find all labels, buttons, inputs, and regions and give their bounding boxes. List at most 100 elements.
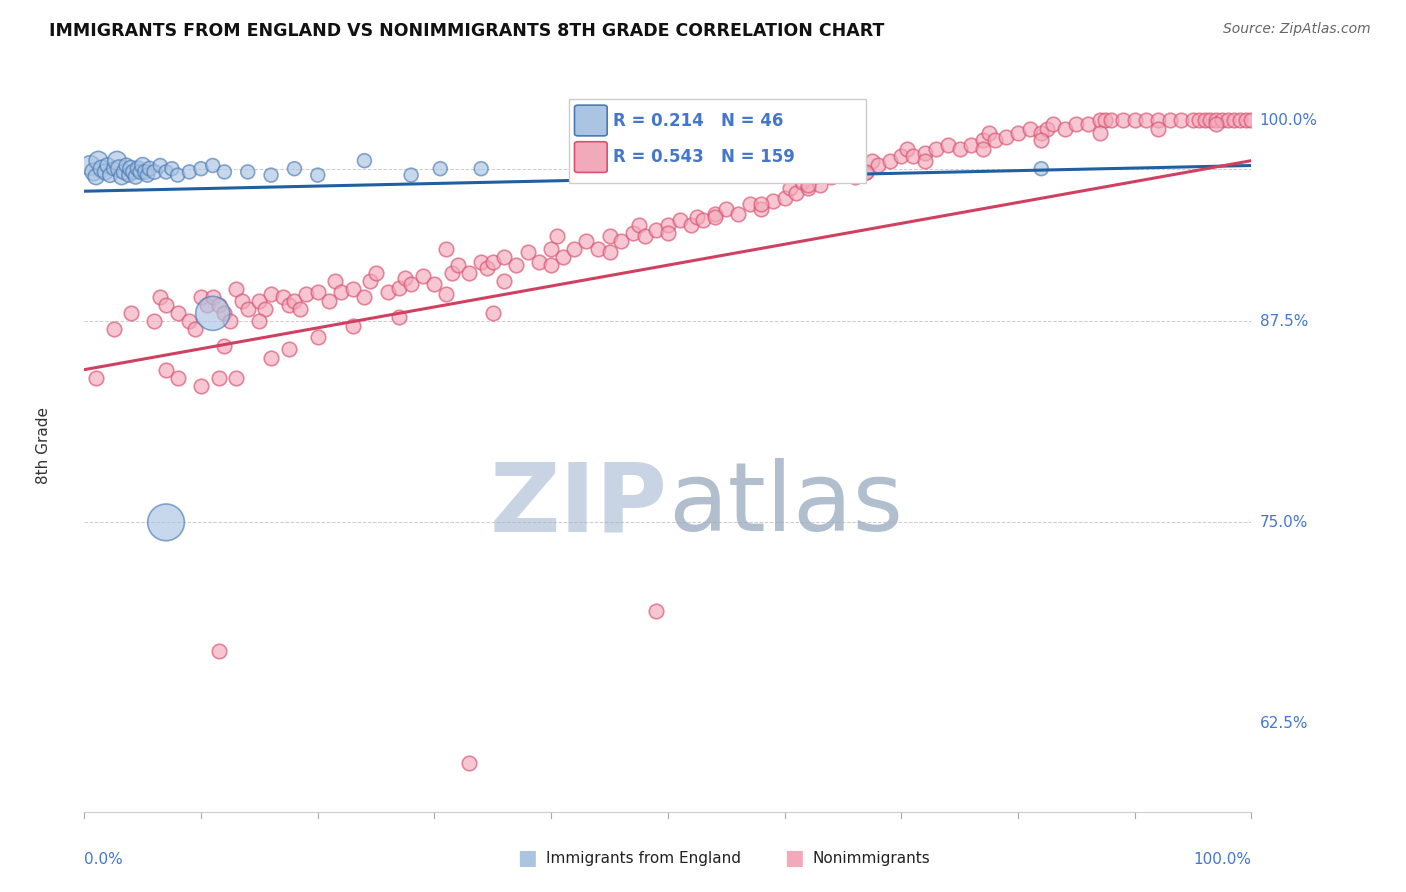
Point xyxy=(797,178,820,192)
Point xyxy=(716,202,738,216)
Point xyxy=(790,175,813,189)
Point xyxy=(475,261,498,276)
Point xyxy=(494,274,516,288)
Point xyxy=(155,298,177,312)
Point xyxy=(1077,117,1099,131)
Point xyxy=(820,169,842,184)
Point xyxy=(546,229,568,244)
Point xyxy=(890,149,912,163)
Point xyxy=(277,342,299,356)
Point xyxy=(1094,113,1116,128)
Text: 87.5%: 87.5% xyxy=(1260,314,1308,329)
Point xyxy=(901,149,924,163)
Point xyxy=(201,290,224,304)
Point xyxy=(540,258,562,272)
Point xyxy=(657,218,679,232)
Point xyxy=(79,159,101,173)
Point xyxy=(727,207,749,221)
Point xyxy=(155,362,177,376)
Point xyxy=(143,165,166,179)
Point xyxy=(290,301,312,316)
Point xyxy=(1088,113,1111,128)
Point xyxy=(190,378,212,392)
Text: 75.0%: 75.0% xyxy=(1260,515,1308,530)
Point xyxy=(551,250,574,264)
Point xyxy=(219,314,242,328)
Point xyxy=(323,274,346,288)
Point xyxy=(155,165,177,179)
Point xyxy=(184,322,207,336)
Point xyxy=(84,370,107,384)
Point xyxy=(160,161,183,176)
Point xyxy=(1199,113,1222,128)
Point xyxy=(621,226,644,240)
Point xyxy=(983,133,1005,147)
Point xyxy=(1240,113,1263,128)
Point xyxy=(366,266,388,280)
Point xyxy=(434,242,457,256)
Text: 100.0%: 100.0% xyxy=(1260,113,1317,128)
Point xyxy=(155,516,177,530)
Point xyxy=(254,301,277,316)
Point xyxy=(855,165,877,179)
Point xyxy=(470,161,492,176)
Point xyxy=(412,269,434,284)
Point xyxy=(94,165,117,179)
Point xyxy=(307,168,329,182)
Point xyxy=(105,153,128,168)
Point xyxy=(190,290,212,304)
Point xyxy=(122,165,145,179)
Point xyxy=(1216,113,1239,128)
Point xyxy=(1147,121,1170,136)
Point xyxy=(1007,126,1029,140)
Point xyxy=(949,142,972,156)
Point xyxy=(260,287,283,301)
Point xyxy=(97,159,120,173)
Point xyxy=(797,181,820,195)
Point xyxy=(995,129,1018,144)
Point xyxy=(458,266,481,280)
Point xyxy=(388,310,411,324)
Point xyxy=(540,242,562,256)
Point xyxy=(388,280,411,294)
Point xyxy=(318,293,340,308)
Point xyxy=(1234,113,1257,128)
Point xyxy=(1188,113,1211,128)
Point xyxy=(236,301,259,316)
Point xyxy=(1205,117,1227,131)
Point xyxy=(866,159,889,173)
Point xyxy=(516,245,538,260)
Point xyxy=(481,255,505,269)
Point xyxy=(1031,133,1053,147)
Point xyxy=(134,165,156,179)
Point xyxy=(1036,121,1059,136)
Text: R = 0.543   N = 159: R = 0.543 N = 159 xyxy=(613,148,794,166)
Point xyxy=(645,223,668,237)
Point xyxy=(342,282,364,296)
Point xyxy=(1018,121,1040,136)
Point xyxy=(90,161,112,176)
Point xyxy=(207,298,229,312)
Point xyxy=(749,202,772,216)
Point xyxy=(434,287,457,301)
Point xyxy=(668,213,690,227)
Point xyxy=(785,186,807,200)
Point xyxy=(342,319,364,334)
Point xyxy=(972,142,994,156)
Point xyxy=(749,197,772,211)
Point xyxy=(201,306,224,320)
Point xyxy=(353,153,375,168)
Point xyxy=(657,161,679,176)
Point xyxy=(1147,113,1170,128)
Point xyxy=(143,314,166,328)
Point xyxy=(249,293,271,308)
Point xyxy=(1042,117,1064,131)
Point xyxy=(166,306,188,320)
Point xyxy=(179,314,201,328)
Text: 100.0%: 100.0% xyxy=(1194,852,1251,867)
Text: Nonimmigrants: Nonimmigrants xyxy=(813,851,931,865)
Point xyxy=(681,218,703,232)
Point xyxy=(762,194,785,208)
Point xyxy=(115,159,138,173)
Point xyxy=(1031,161,1053,176)
